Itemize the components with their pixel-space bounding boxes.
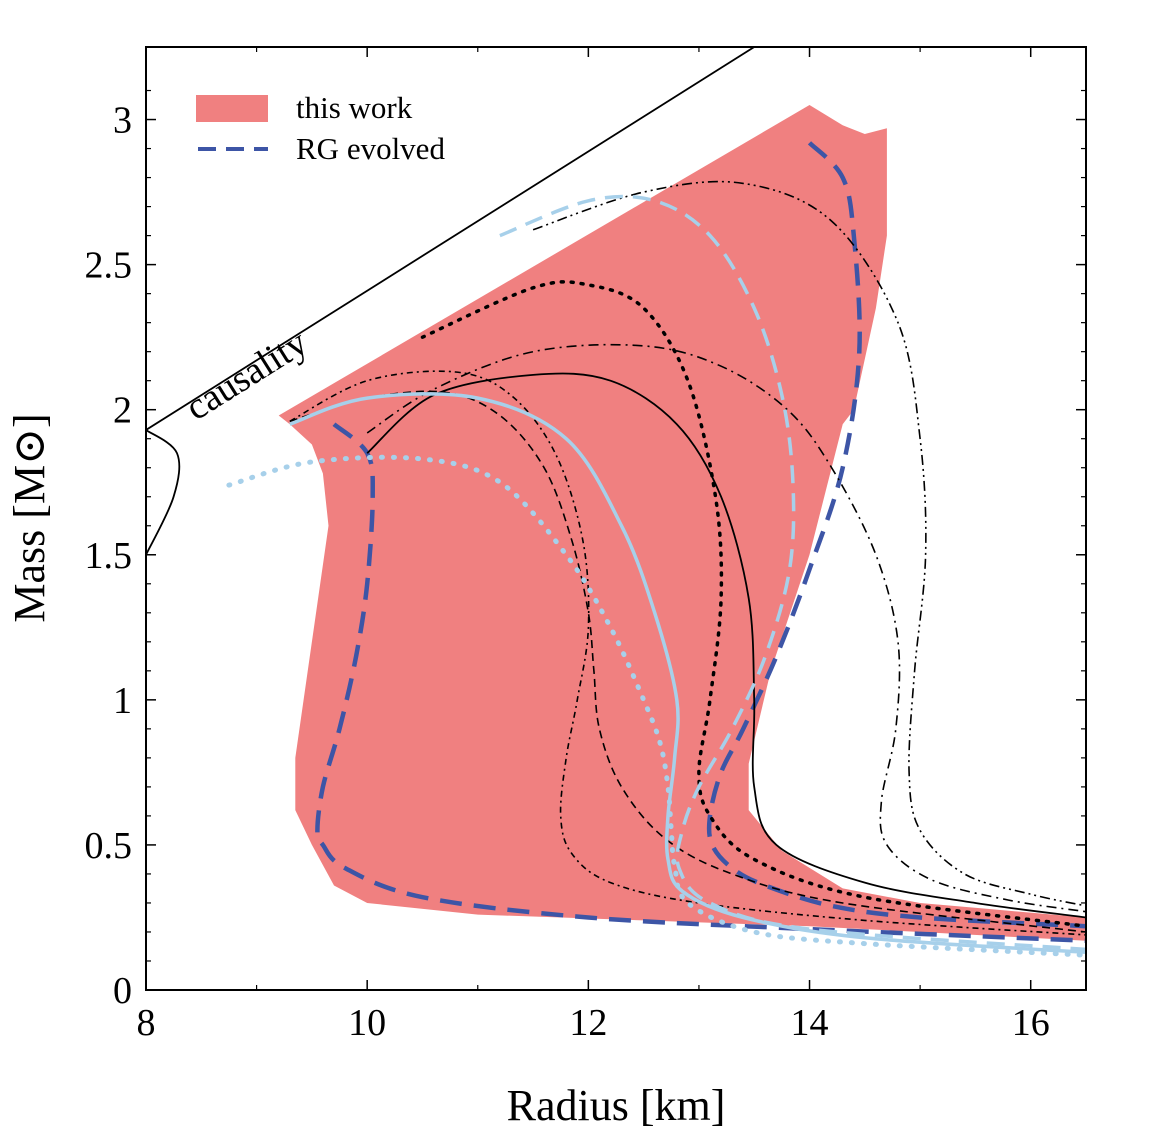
x-tick-label: 12 xyxy=(569,1002,607,1044)
series-line-11-dotted-lightblue xyxy=(226,454,1086,958)
x-tick-label: 14 xyxy=(791,1002,829,1044)
band-layer xyxy=(278,105,1086,941)
y-tick-label: 1.5 xyxy=(85,535,133,577)
y-tick-label: 1 xyxy=(113,680,132,722)
x-tick-label: 10 xyxy=(348,1002,386,1044)
curve-layer xyxy=(146,47,1086,958)
x-tick-label: 8 xyxy=(137,1002,156,1044)
y-tick-label: 3 xyxy=(113,100,132,142)
legend: this work RG evolved xyxy=(196,90,445,166)
series-line-5-dashdot-black xyxy=(366,343,1086,913)
series-line-2-solid-black xyxy=(146,429,181,556)
series-line-8-dashdot-black-short xyxy=(289,370,1086,936)
series-line-1-dashed-blue xyxy=(706,141,1086,929)
legend-swatch-band xyxy=(196,95,268,122)
y-tick-label: 2 xyxy=(113,390,132,432)
legend-label-rg: RG evolved xyxy=(296,131,445,166)
band-this-work xyxy=(278,105,1086,941)
series-line-4-dotted-black xyxy=(420,280,1086,928)
tick-layer: 8 10 12 14 16 0 0.5 1 1.5 2 2.5 3 xyxy=(85,47,1086,1044)
y-tick-label: 2.5 xyxy=(85,245,133,287)
series-line-6-dashdotdot-black xyxy=(532,180,1086,907)
y-tick-label: 0 xyxy=(113,970,132,1012)
causality-line xyxy=(146,47,755,431)
y-tick-label: 0.5 xyxy=(85,825,133,867)
legend-label-band: this work xyxy=(296,90,413,125)
series-line-0-dashed-blue xyxy=(315,422,1086,943)
series-line-7-dashed-black xyxy=(289,390,1086,933)
series-line-10-dashed-lightblue xyxy=(499,194,1086,952)
x-tick-label: 16 xyxy=(1012,1002,1050,1044)
plot-frame xyxy=(145,46,1087,991)
y-axis-title: Mass [M⊙] xyxy=(5,413,54,622)
series-line-3-solid-black xyxy=(366,372,1086,919)
x-axis-title: Radius [km] xyxy=(507,1081,726,1130)
